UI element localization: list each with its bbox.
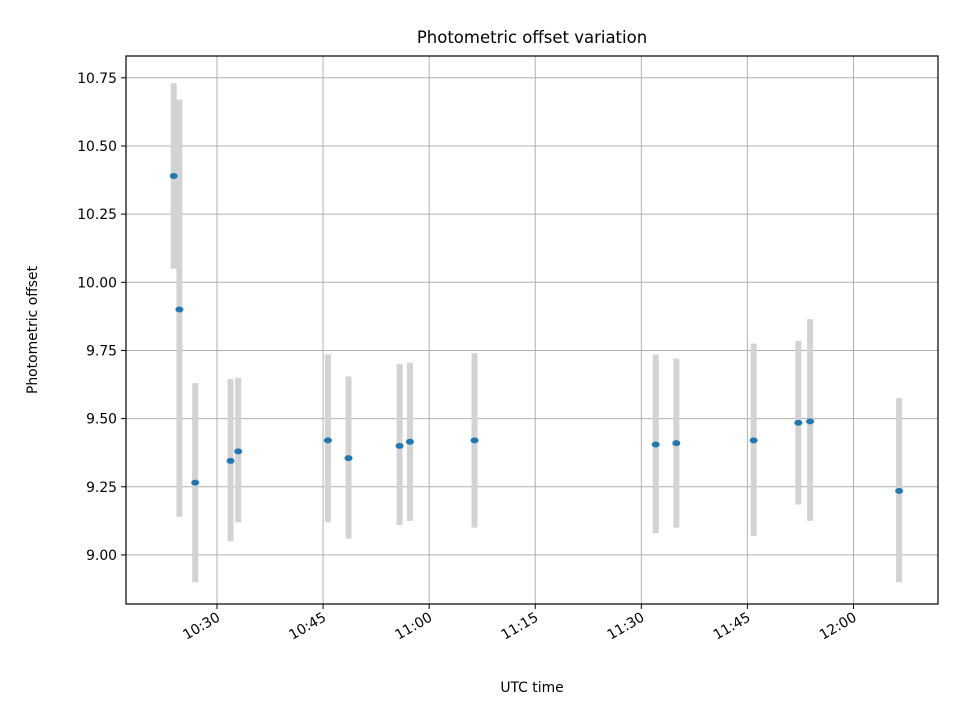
data-point bbox=[395, 442, 404, 449]
data-point bbox=[794, 419, 803, 426]
y-tick-label: 9.25 bbox=[86, 480, 117, 496]
data-point bbox=[651, 441, 660, 448]
data-point bbox=[895, 487, 904, 494]
data-point bbox=[405, 438, 414, 445]
y-tick-label: 10.00 bbox=[77, 275, 117, 291]
chart-title: Photometric offset variation bbox=[417, 28, 647, 47]
y-tick-label: 9.00 bbox=[86, 548, 117, 564]
data-point bbox=[470, 437, 479, 444]
data-point bbox=[234, 448, 243, 455]
y-tick-label: 9.75 bbox=[86, 343, 117, 359]
data-point bbox=[344, 455, 353, 462]
data-point bbox=[749, 437, 758, 444]
grid bbox=[126, 56, 938, 604]
data-points bbox=[169, 172, 904, 494]
data-point bbox=[226, 457, 235, 464]
y-axis-ticks: 9.00 9.25 9.50 9.75 10.00 10.25 10.50 10.75 bbox=[77, 71, 126, 564]
y-tick-label: 10.75 bbox=[77, 71, 117, 87]
data-point bbox=[175, 306, 184, 313]
data-point bbox=[169, 172, 178, 179]
y-axis-label: Photometric offset bbox=[25, 265, 41, 394]
y-tick-label: 9.50 bbox=[86, 412, 117, 428]
y-tick-label: 10.25 bbox=[77, 207, 117, 223]
data-point bbox=[323, 437, 332, 444]
data-point bbox=[191, 479, 200, 486]
data-point bbox=[672, 440, 681, 447]
data-point bbox=[806, 418, 815, 425]
plot-frame bbox=[125, 55, 939, 605]
y-tick-label: 10.50 bbox=[77, 139, 117, 155]
x-axis-label: UTC time bbox=[500, 680, 563, 696]
